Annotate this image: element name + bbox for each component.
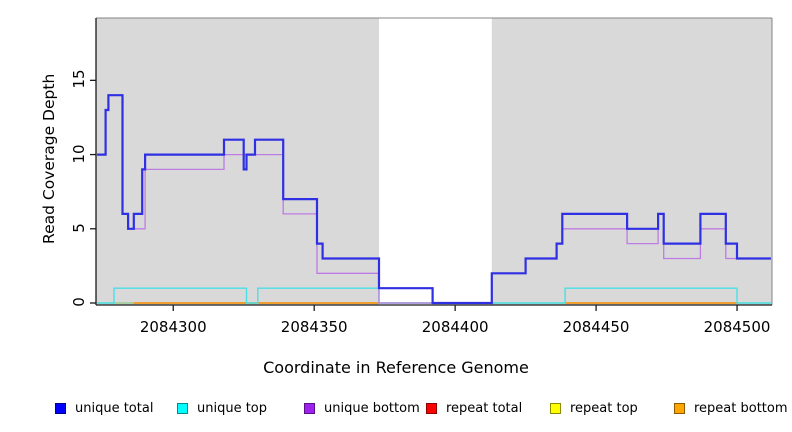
y-tick-label: 15 (70, 69, 88, 89)
legend-item-repeat-top: repeat top (550, 400, 638, 416)
series-line-unique-total (97, 94, 771, 305)
y-axis-title: Read Coverage Depth (40, 73, 58, 244)
legend-label: repeat top (570, 400, 638, 416)
y-tick-label: 0 (70, 297, 88, 307)
legend-label: repeat total (446, 400, 523, 416)
x-tick-label: 2084350 (280, 318, 348, 336)
legend-swatch-repeat-total-icon (426, 402, 437, 414)
legend-label: unique top (197, 400, 268, 416)
legend-item-unique-top: unique top (177, 400, 268, 416)
legend-label: repeat bottom (694, 400, 788, 416)
x-tick-label: 2084450 (562, 318, 630, 336)
legend-item-unique-bottom: unique bottom (304, 400, 420, 416)
x-axis-title: Coordinate in Reference Genome (263, 358, 529, 377)
series-group (97, 94, 771, 305)
y-tick-label: 10 (70, 144, 88, 164)
legend-item-repeat-bottom: repeat bottom (674, 400, 788, 416)
legend-swatch-unique-total-icon (55, 402, 66, 414)
y-tick-label: 5 (70, 223, 88, 233)
x-tick-label: 2084500 (703, 318, 771, 336)
legend-swatch-unique-top-icon (177, 402, 188, 414)
legend-swatch-unique-bottom-icon (304, 402, 315, 414)
legend-label: unique bottom (324, 400, 420, 416)
series-line-unique-top (97, 287, 771, 304)
repeat-region-band (379, 18, 492, 305)
legend-item-repeat-total: repeat total (426, 400, 523, 416)
legend-item-unique-total: unique total (55, 400, 154, 416)
x-tick-label: 2084300 (139, 318, 207, 336)
legend-swatch-repeat-top-icon (550, 402, 561, 414)
legend-swatch-repeat-bottom-icon (674, 402, 685, 414)
legend-label: unique total (75, 400, 154, 416)
x-tick-label: 2084400 (421, 318, 489, 336)
